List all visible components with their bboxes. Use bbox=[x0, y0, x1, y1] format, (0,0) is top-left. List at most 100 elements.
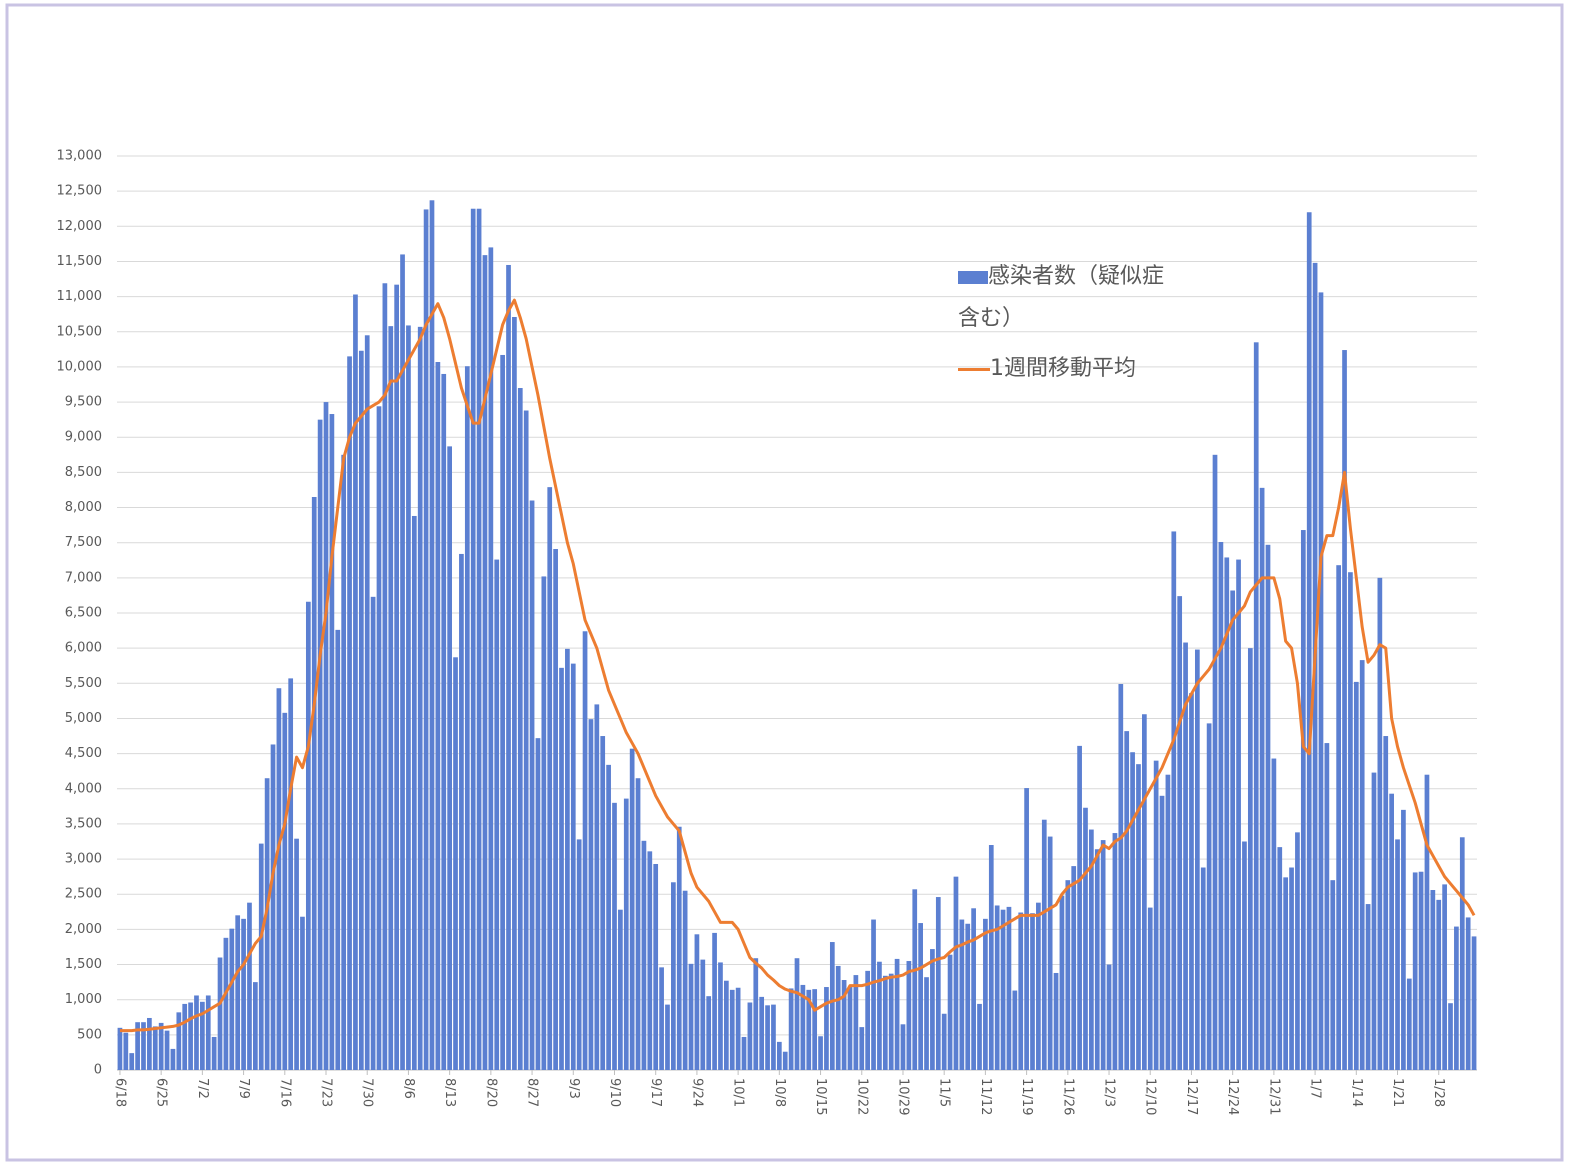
bar bbox=[800, 984, 806, 1070]
bar bbox=[988, 845, 994, 1070]
bar bbox=[565, 648, 570, 1070]
bar bbox=[671, 882, 676, 1070]
y-tick-label: 3,500 bbox=[65, 816, 102, 831]
bar bbox=[529, 500, 535, 1070]
bar bbox=[1200, 867, 1206, 1070]
bar bbox=[700, 959, 706, 1070]
bar bbox=[588, 719, 594, 1070]
bar bbox=[1024, 788, 1029, 1070]
bar bbox=[459, 553, 464, 1070]
bar bbox=[1412, 872, 1418, 1070]
x-tick-label: 10/22 bbox=[854, 1078, 869, 1115]
bar bbox=[476, 208, 482, 1070]
bar bbox=[270, 744, 276, 1070]
y-tick-label: 4,000 bbox=[65, 781, 102, 796]
x-tick-label: 8/6 bbox=[401, 1078, 416, 1099]
bar bbox=[523, 410, 529, 1070]
bar bbox=[806, 989, 812, 1070]
legend-label: 1週間移動平均 bbox=[990, 356, 1136, 381]
bar bbox=[1365, 904, 1371, 1070]
y-tick-label: 4,500 bbox=[65, 746, 102, 761]
legend-label: 感染者数（疑似症含む） bbox=[958, 264, 1165, 331]
bar bbox=[447, 446, 452, 1071]
x-tick-label: 10/15 bbox=[813, 1078, 828, 1115]
bar bbox=[841, 980, 847, 1070]
bar bbox=[953, 876, 959, 1070]
bar bbox=[735, 987, 741, 1070]
bar bbox=[541, 576, 547, 1070]
bar bbox=[341, 454, 347, 1070]
x-tick-label: 8/13 bbox=[442, 1078, 457, 1107]
bar bbox=[535, 738, 541, 1070]
bar bbox=[223, 937, 229, 1070]
bar bbox=[1265, 544, 1271, 1070]
y-tick-label: 5,000 bbox=[65, 711, 102, 726]
bar bbox=[653, 863, 659, 1070]
x-tick-label: 9/10 bbox=[607, 1078, 622, 1107]
bar bbox=[977, 1003, 982, 1070]
bar bbox=[918, 923, 923, 1070]
bar bbox=[482, 255, 488, 1070]
bar bbox=[1147, 907, 1153, 1070]
bar bbox=[182, 1003, 188, 1070]
bar bbox=[435, 362, 441, 1070]
bar bbox=[1018, 912, 1024, 1070]
bar bbox=[1130, 752, 1135, 1070]
bar bbox=[718, 962, 723, 1070]
bar bbox=[200, 1001, 205, 1070]
y-tick-label: 0 bbox=[94, 1063, 102, 1078]
bar bbox=[647, 851, 653, 1070]
bar bbox=[1030, 913, 1035, 1070]
bar bbox=[835, 965, 841, 1070]
bar bbox=[217, 957, 223, 1070]
bar bbox=[947, 954, 953, 1070]
bar bbox=[894, 958, 900, 1070]
bar bbox=[488, 247, 494, 1070]
bar bbox=[1471, 936, 1477, 1070]
bar bbox=[194, 995, 199, 1070]
x-tick-label: 11/12 bbox=[978, 1078, 993, 1115]
bar bbox=[1177, 596, 1183, 1070]
bar bbox=[1094, 849, 1100, 1070]
bar bbox=[135, 1022, 140, 1070]
bar bbox=[1430, 890, 1436, 1070]
bar bbox=[247, 902, 252, 1070]
bar bbox=[1247, 648, 1253, 1070]
bar bbox=[794, 958, 800, 1070]
bar bbox=[788, 988, 794, 1070]
bar bbox=[1330, 880, 1336, 1070]
bar bbox=[323, 402, 329, 1071]
bar bbox=[765, 1005, 770, 1070]
bar bbox=[935, 897, 941, 1070]
bar bbox=[494, 559, 500, 1070]
bar bbox=[1395, 839, 1400, 1070]
x-tick-label: 9/17 bbox=[648, 1078, 663, 1107]
bar bbox=[1336, 565, 1341, 1070]
x-tick-label: 6/18 bbox=[112, 1078, 127, 1107]
bar bbox=[706, 996, 712, 1070]
bar bbox=[694, 934, 700, 1070]
bar bbox=[1059, 895, 1065, 1070]
bar bbox=[117, 1027, 123, 1070]
bar bbox=[559, 667, 564, 1070]
bar bbox=[930, 949, 935, 1070]
bar bbox=[665, 1004, 670, 1070]
x-tick-label: 11/19 bbox=[1019, 1078, 1034, 1115]
bar bbox=[1424, 774, 1430, 1070]
bar bbox=[211, 1036, 217, 1070]
bar bbox=[1401, 809, 1406, 1070]
bar bbox=[965, 923, 971, 1070]
x-tick-label: 9/24 bbox=[689, 1078, 704, 1107]
bar bbox=[1283, 877, 1289, 1070]
bar bbox=[282, 712, 288, 1070]
bar bbox=[1300, 530, 1306, 1070]
bar bbox=[517, 388, 523, 1070]
bar bbox=[429, 200, 435, 1071]
bar bbox=[417, 326, 423, 1071]
bar bbox=[506, 264, 511, 1070]
y-tick-label: 13,000 bbox=[57, 149, 103, 164]
bar bbox=[300, 916, 305, 1070]
bar bbox=[829, 942, 835, 1070]
bar bbox=[470, 208, 476, 1070]
bar bbox=[600, 736, 606, 1070]
